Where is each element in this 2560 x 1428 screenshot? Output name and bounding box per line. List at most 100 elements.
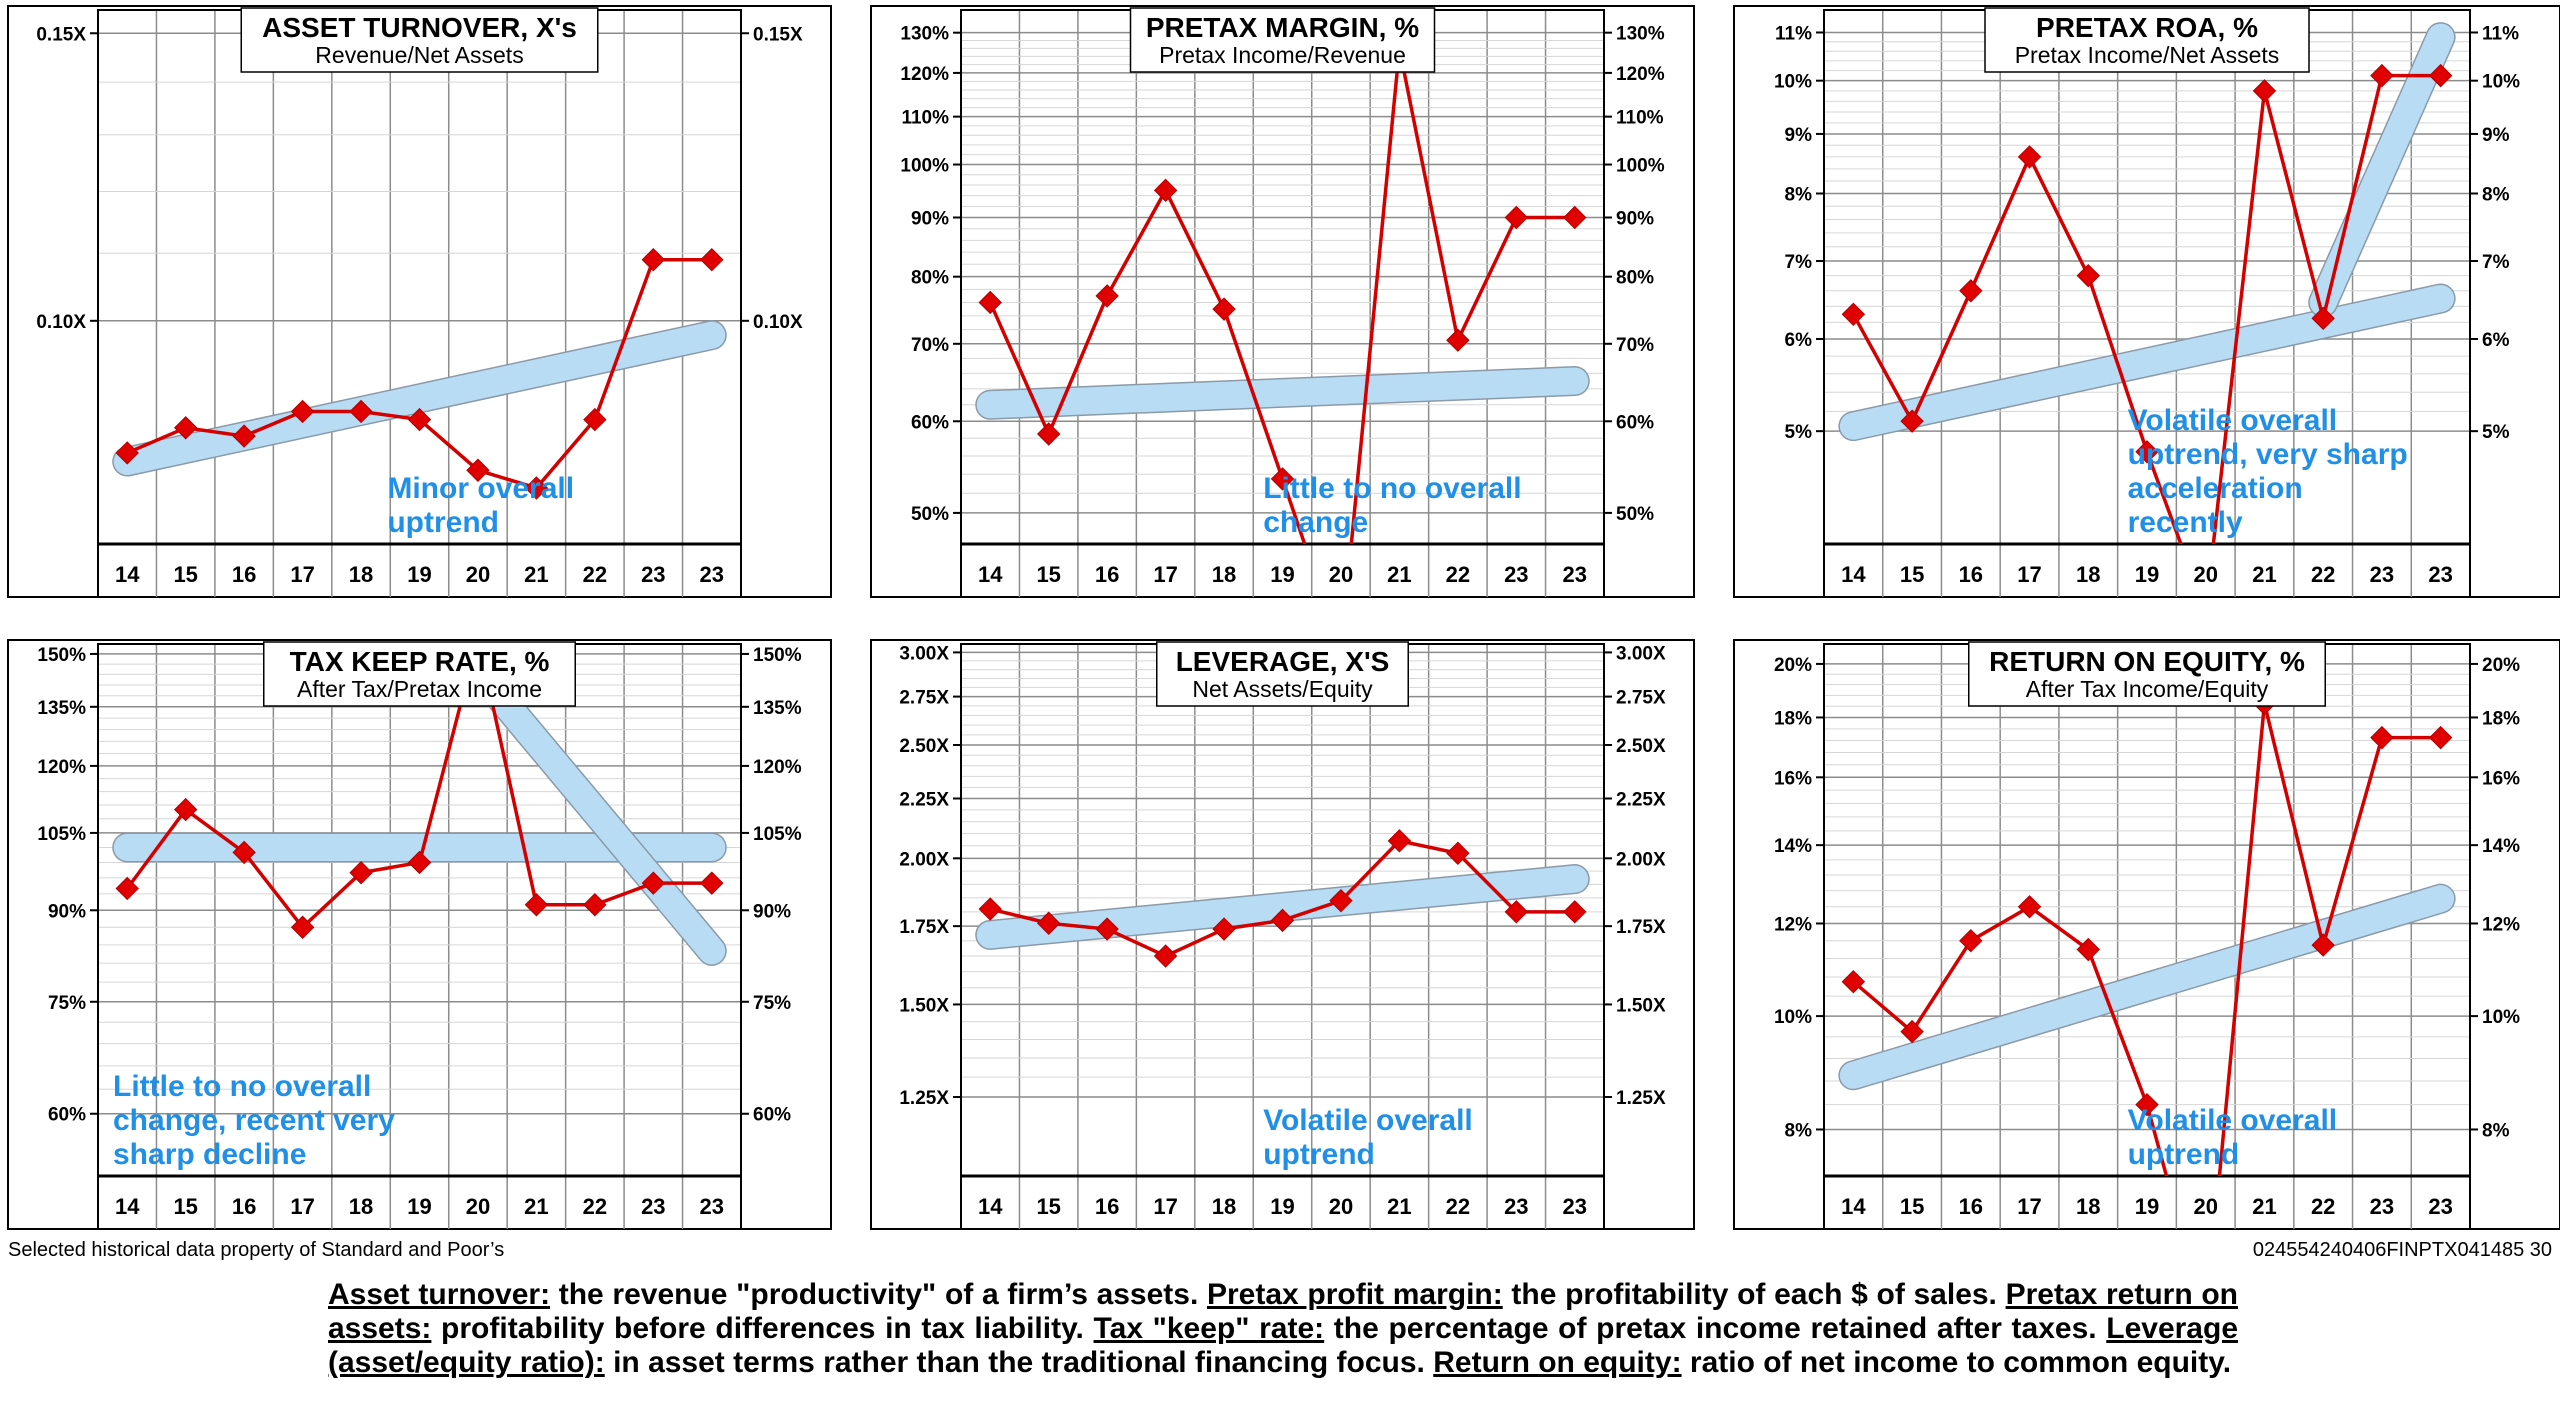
data-point [407, 850, 432, 875]
x-tick-label: 22 [2311, 1194, 2335, 1219]
y-tick-label-left: 130% [900, 24, 949, 45]
x-tick-label: 15 [1900, 562, 1924, 587]
data-point [1270, 467, 1295, 491]
chart-title: PRETAX MARGIN, % [1146, 12, 1419, 43]
x-tick-label: 20 [2193, 562, 2217, 587]
data-point [1900, 409, 1924, 433]
data-point [115, 876, 139, 901]
chart-title: TAX KEEP RATE, % [290, 646, 550, 677]
x-tick-label: 22 [1446, 1194, 1470, 1219]
x-tick-label: 21 [1387, 1194, 1411, 1219]
data-point [349, 860, 373, 885]
y-tick-label-left: 80% [911, 268, 949, 289]
y-tick-label-right: 1.75X [1616, 917, 1666, 938]
data-point [524, 476, 549, 500]
data-point [1563, 900, 1587, 924]
annotation-line: Volatile overall [1263, 1104, 1473, 1137]
definition-pretax-roa: profitability before differences in tax … [431, 1312, 1094, 1345]
y-tick-label-left: 70% [911, 335, 949, 356]
x-tick-label: 19 [407, 562, 431, 587]
x-tick-label: 18 [349, 1194, 373, 1219]
x-tick-label: 15 [1036, 1194, 1060, 1219]
y-tick-label-right: 60% [753, 1105, 791, 1126]
chart-subtitle: Net Assets/Equity [1192, 676, 1373, 702]
y-tick-label-left: 90% [911, 208, 949, 229]
annotation-line: Little to no overall [1263, 472, 1521, 505]
data-point [2428, 63, 2453, 88]
data-point [2311, 933, 2335, 957]
panel-frame [870, 5, 1695, 598]
y-tick-label-left: 110% [901, 108, 949, 129]
term-return-on-equity: Return on equity: [1433, 1346, 1682, 1379]
x-tick-label: 18 [1212, 562, 1236, 587]
x-tick-label: 21 [524, 562, 548, 587]
y-tick-label-left: 135% [37, 698, 86, 719]
y-tick-label-left: 20% [1774, 655, 1812, 676]
data-point [1270, 908, 1295, 933]
title-box [1156, 641, 1409, 707]
data-point [115, 441, 139, 465]
x-tick-label: 21 [2252, 1194, 2276, 1219]
x-tick-label: 18 [1212, 1194, 1236, 1219]
title-box [1129, 7, 1436, 73]
data-point [2370, 725, 2394, 750]
data-point [2135, 440, 2159, 464]
data-point [1959, 928, 1983, 953]
trend-band [976, 367, 1589, 419]
x-tick-label: 21 [1387, 562, 1411, 587]
chart-subtitle: Pretax Income/Revenue [1159, 42, 1406, 68]
title-box [240, 7, 599, 73]
y-tick-label-right: 11% [2482, 23, 2519, 44]
data-point [1095, 917, 1119, 941]
y-tick-label-left: 0.15X [36, 24, 86, 45]
y-tick-label-left: 60% [911, 412, 949, 433]
chart-subtitle: After Tax/Pretax Income [297, 676, 542, 702]
x-tick-label: 22 [583, 1194, 607, 1219]
x-tick-label: 16 [1959, 1194, 1983, 1219]
data-point [1153, 944, 1178, 968]
x-tick-label: 19 [1270, 1194, 1294, 1219]
x-tick-label: 18 [2076, 562, 2100, 587]
data-point [2076, 263, 2100, 288]
y-tick-label-right: 8% [2482, 185, 2510, 206]
x-tick-label: 23 [1563, 1194, 1587, 1219]
x-tick-label: 17 [2017, 562, 2041, 587]
y-tick-label-left: 11% [1775, 23, 1812, 44]
chart-title: LEVERAGE, X'S [1176, 646, 1390, 677]
definition-leverage: in asset terms rather than the tradition… [604, 1346, 1434, 1379]
plot-content [112, 644, 727, 966]
x-tick-label: 23 [1563, 562, 1587, 587]
title-box [1984, 7, 2310, 73]
trend-band-secondary [2309, 23, 2455, 316]
x-tick-label: 17 [1153, 1194, 1177, 1219]
x-tick-label: 16 [1095, 1194, 1119, 1219]
y-tick-label-left: 14% [1774, 836, 1812, 857]
data-point [1446, 841, 1470, 865]
x-tick-label: 22 [1446, 562, 1470, 587]
data-point [1504, 205, 1529, 230]
data-point [700, 871, 724, 895]
data-point [1841, 970, 1866, 994]
y-tick-label-right: 50% [1616, 504, 1654, 525]
data-point [583, 407, 607, 432]
y-tick-label-right: 3.00X [1616, 643, 1666, 664]
term-asset-turnover: Asset turnover: [328, 1278, 551, 1311]
annotation-line: Volatile overall [2128, 404, 2338, 437]
x-tick-label: 17 [2017, 1194, 2041, 1219]
x-tick-label: 16 [1095, 562, 1119, 587]
chart-panel-pretax-roa: 11% 11% 10% 10% 9% 9% 8% 8% 7% 7% 6% 6% 5% 5% 14 15 16 17… [1733, 5, 2560, 598]
data-point [173, 416, 198, 440]
trend-band [1839, 284, 2455, 440]
y-tick-label-left: 0.10X [36, 312, 86, 333]
annotation-line: recently [2128, 506, 2243, 539]
data-point [2135, 1092, 2159, 1117]
trend-band [1839, 885, 2455, 1089]
y-tick-label-left: 1.50X [899, 995, 949, 1016]
y-tick-label-left: 12% [1774, 914, 1812, 935]
data-point [2311, 306, 2335, 331]
data-point [1036, 422, 1061, 446]
data-point [2428, 725, 2453, 750]
y-tick-label-right: 10% [2482, 1007, 2520, 1028]
data-point [1036, 911, 1061, 935]
